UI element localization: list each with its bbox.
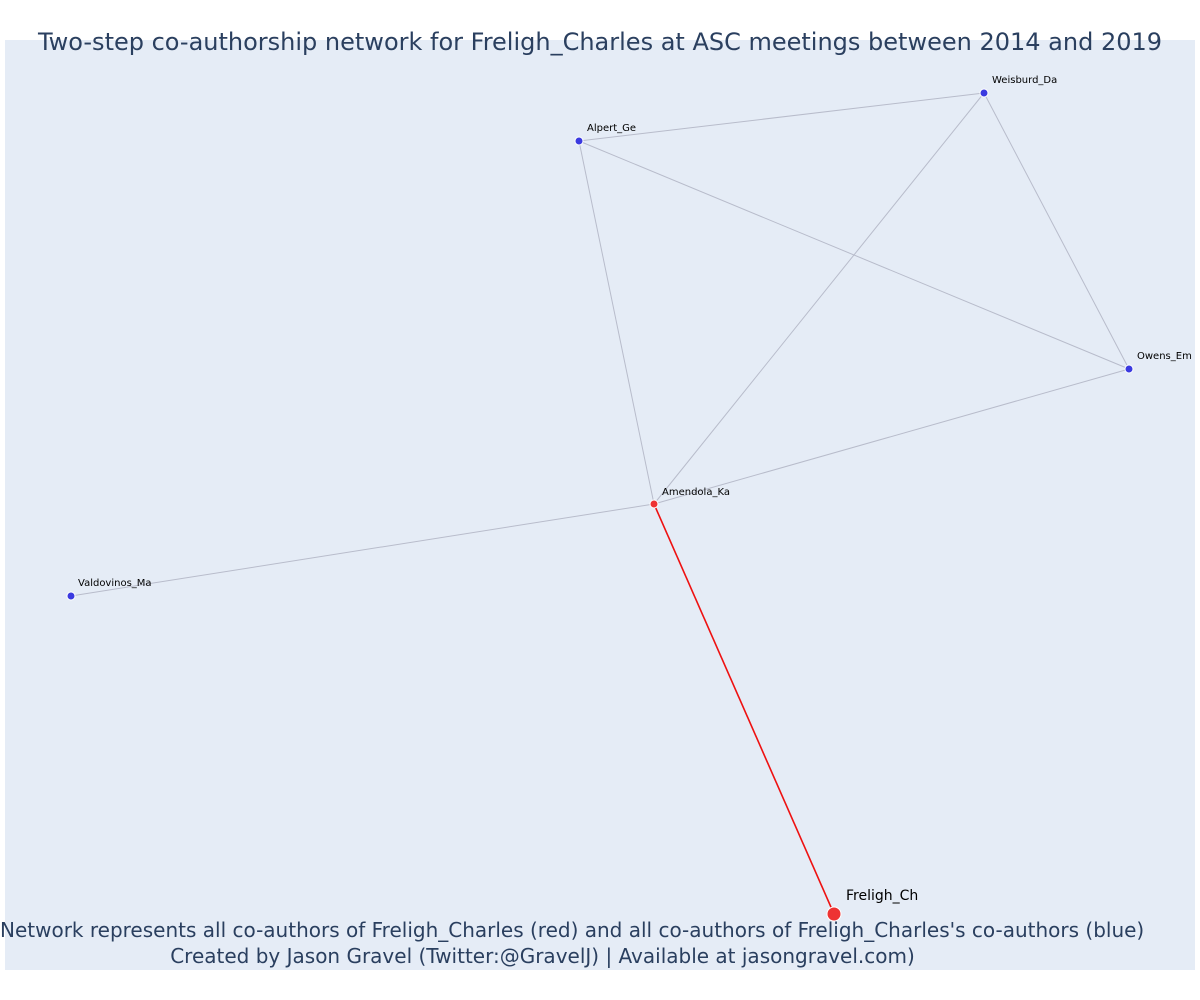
node-Valdovinos_Ma[interactable] [66,591,76,601]
node-label-Valdovinos_Ma: Valdovinos_Ma [78,578,152,589]
edge-Freligh_Ch-Amendola_Ka [653,503,835,915]
node-Owens_Em[interactable] [1124,364,1134,374]
node-label-Amendola_Ka: Amendola_Ka [662,487,730,498]
node-Weisburd_Da[interactable] [979,88,989,98]
node-label-Weisburd_Da: Weisburd_Da [992,75,1057,86]
plot-area [5,40,1195,970]
edges-layer [70,92,1130,915]
edge-Amendola_Ka-Valdovinos_Ma [70,503,655,597]
edge-Alpert_Ge-Owens_Em [578,140,1130,370]
node-Alpert_Ge[interactable] [574,136,584,146]
edge-Amendola_Ka-Alpert_Ge [578,140,655,505]
edge-Amendola_Ka-Weisburd_Da [653,92,985,505]
edge-Amendola_Ka-Owens_Em [653,368,1130,505]
node-Freligh_Ch[interactable] [826,906,842,922]
nodes-layer [66,88,1134,922]
labels-layer: Freligh_Ch Amendola_Ka Alpert_Ge Weisburd_D… [78,75,1192,904]
node-label-Owens_Em: Owens_Em [1137,351,1192,362]
caption-line-1: Network represents all co-authors of Fre… [0,918,1145,942]
node-Amendola_Ka[interactable] [649,499,659,509]
edge-Alpert_Ge-Weisburd_Da [578,92,985,142]
node-label-Alpert_Ge: Alpert_Ge [587,123,636,134]
edge-Weisburd_Da-Owens_Em [983,92,1130,370]
caption-line-2: Created by Jason Gravel (Twitter:@Gravel… [170,944,915,968]
node-label-Freligh_Ch: Freligh_Ch [846,888,918,904]
chart-title: Two-step co-authorship network for Freli… [37,28,1163,56]
